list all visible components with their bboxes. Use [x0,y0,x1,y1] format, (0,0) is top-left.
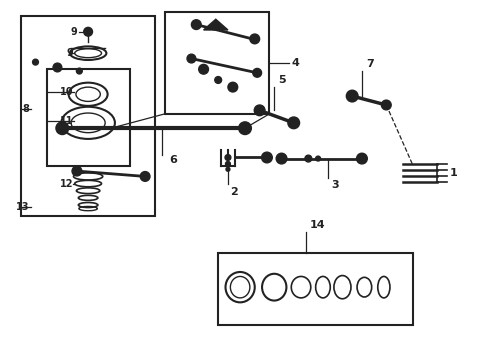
Circle shape [250,34,260,44]
Circle shape [346,90,358,102]
Circle shape [192,20,201,30]
Circle shape [199,64,208,74]
Text: 4: 4 [291,58,299,68]
Circle shape [32,59,38,65]
Circle shape [288,117,299,129]
Bar [47,69,129,166]
Text: 3: 3 [332,180,340,190]
Bar [218,253,413,325]
Circle shape [357,153,368,164]
Circle shape [72,166,82,176]
Text: 8: 8 [23,104,30,113]
Circle shape [187,54,196,63]
Circle shape [215,77,221,84]
Polygon shape [203,19,228,30]
Circle shape [239,122,251,135]
Circle shape [140,172,150,181]
Circle shape [56,122,69,135]
Bar [165,12,270,114]
Text: 12: 12 [60,179,74,189]
Text: 7: 7 [366,59,373,69]
Circle shape [225,162,230,166]
Text: 9: 9 [67,48,74,58]
Circle shape [381,100,391,110]
Circle shape [226,167,230,171]
Text: 10: 10 [60,87,74,98]
Circle shape [276,153,287,164]
Text: 5: 5 [278,75,286,85]
Circle shape [225,154,231,161]
Circle shape [228,82,238,92]
Circle shape [262,152,272,163]
Circle shape [253,68,262,77]
Circle shape [316,156,320,161]
Circle shape [305,155,312,162]
Text: 2: 2 [230,187,238,197]
Text: 11: 11 [60,116,74,126]
Text: 6: 6 [170,156,177,165]
Circle shape [254,105,265,116]
Text: 13: 13 [16,202,30,212]
Text: 9: 9 [70,27,77,37]
Text: 14: 14 [309,220,325,230]
Bar [21,16,155,216]
Circle shape [84,27,93,36]
Text: 1: 1 [450,168,457,178]
Circle shape [53,63,62,72]
Circle shape [76,68,82,74]
